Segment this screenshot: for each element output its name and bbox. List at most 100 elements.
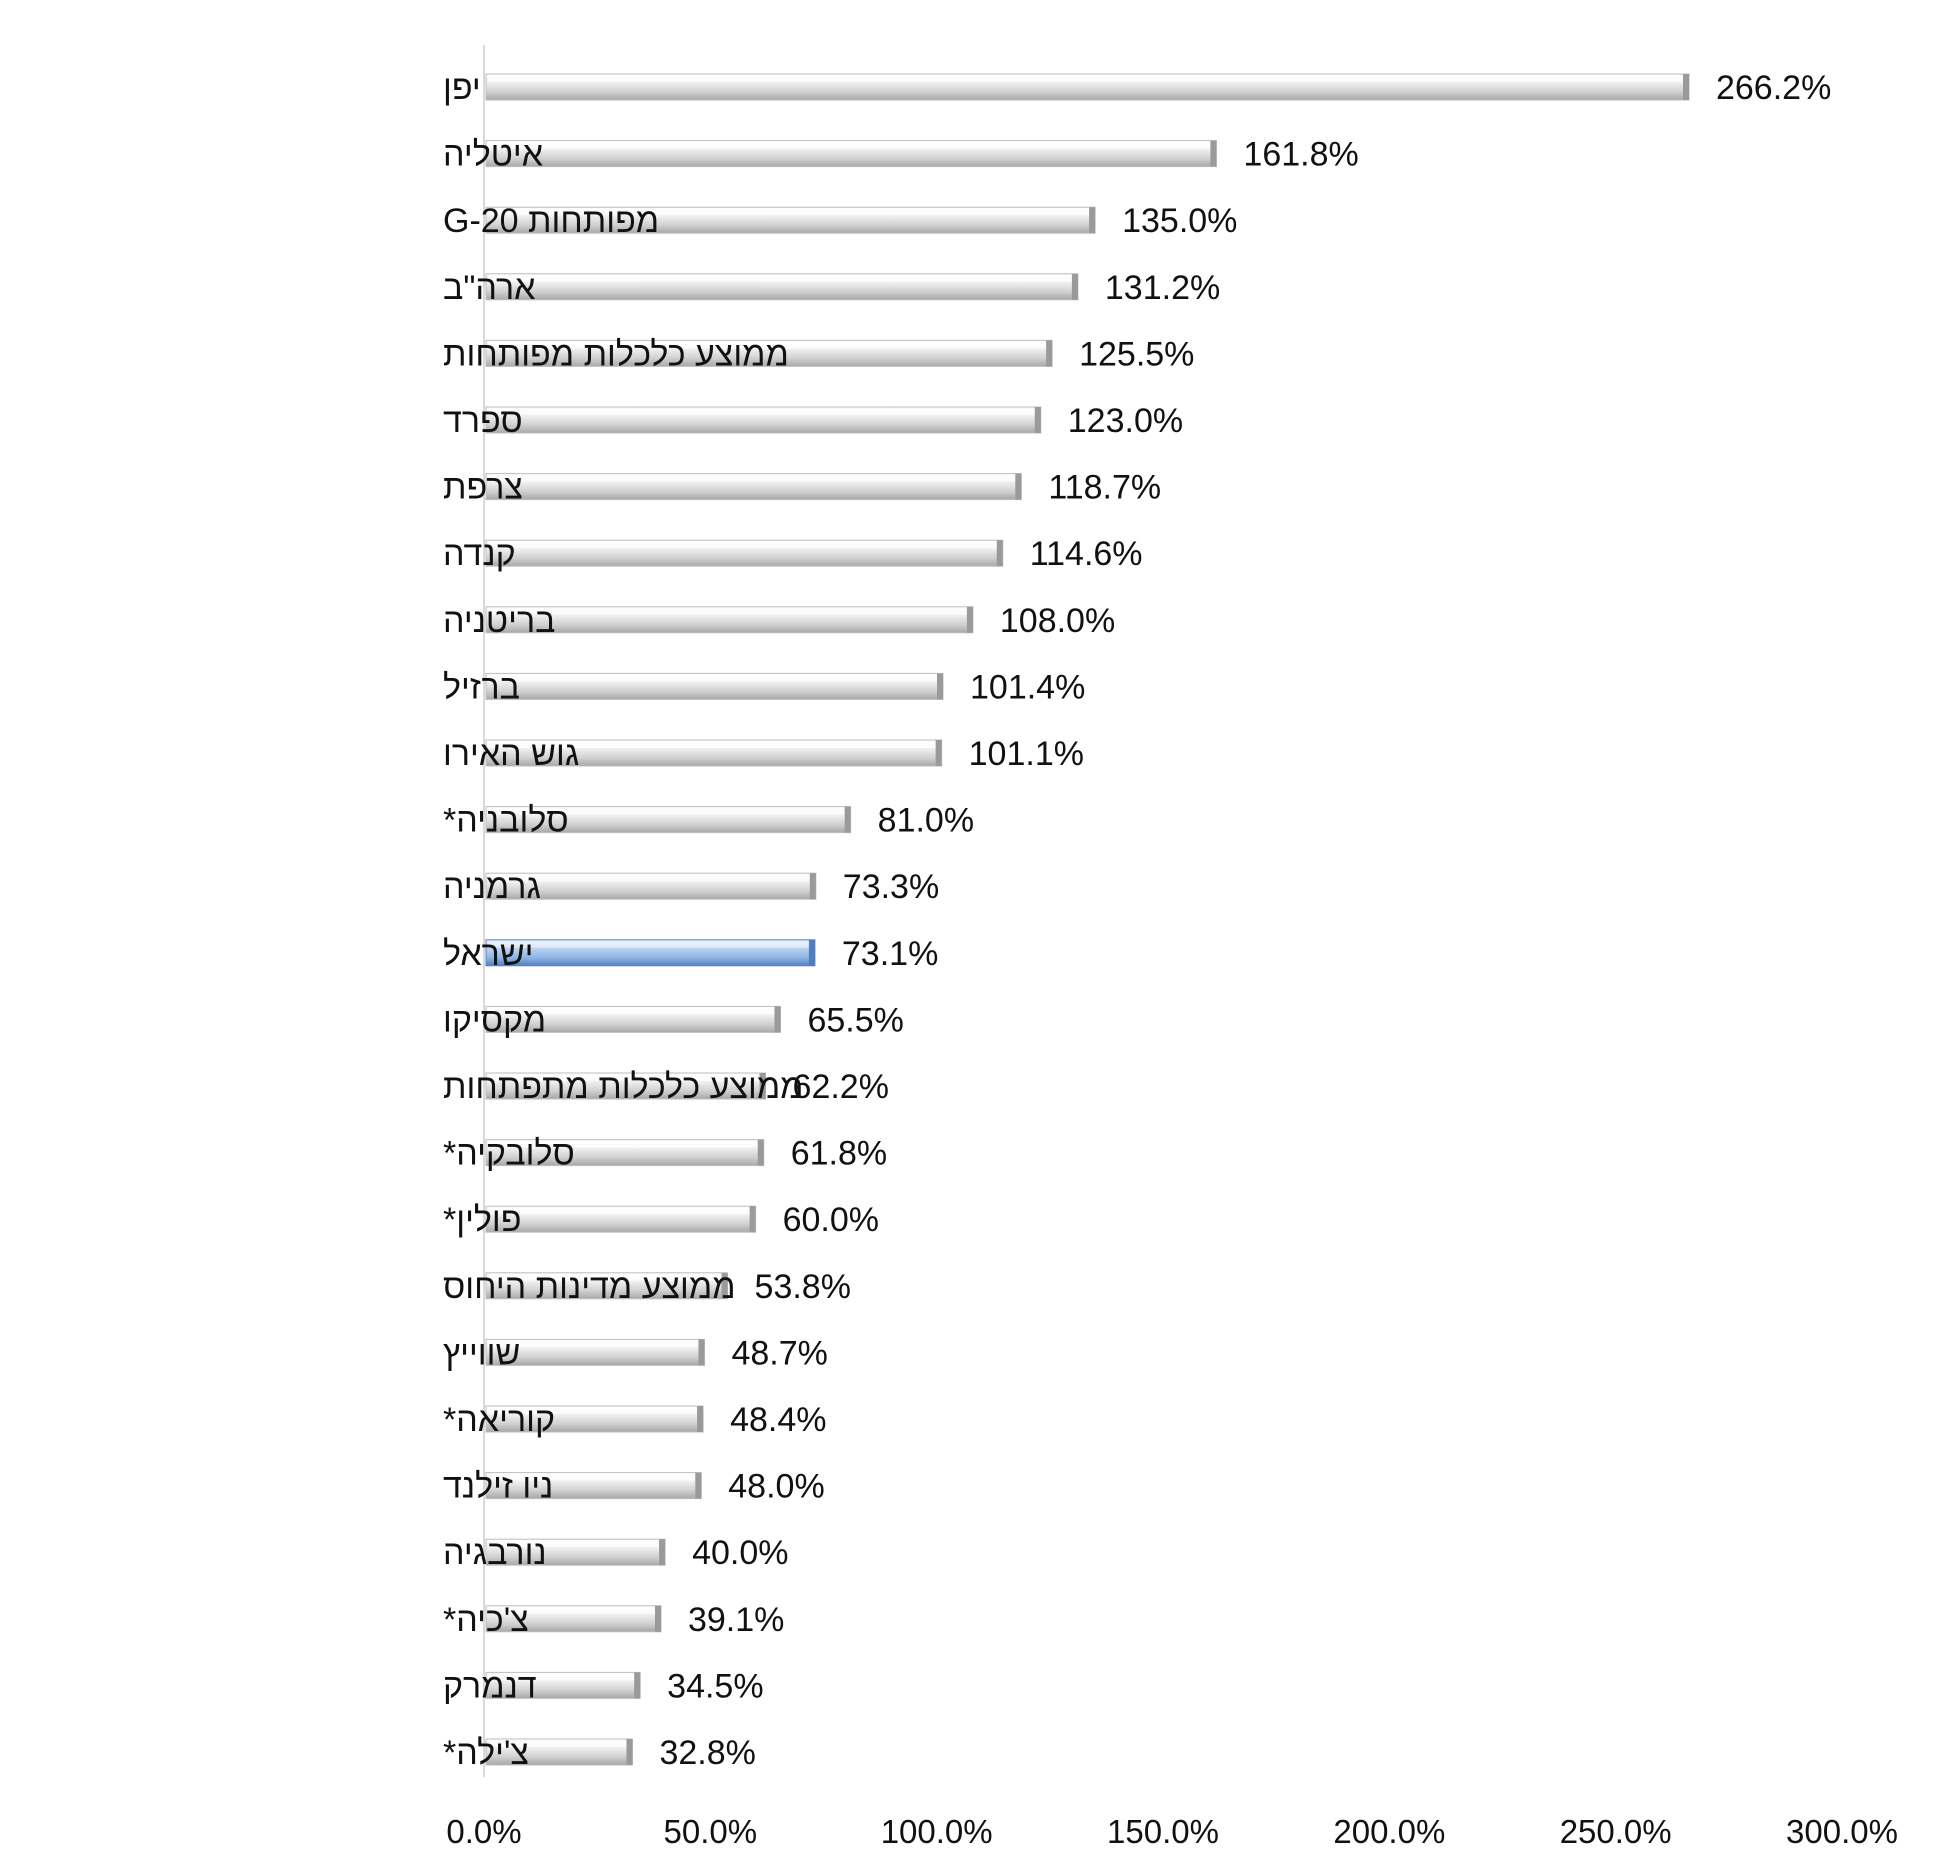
bar-row bbox=[485, 140, 1217, 168]
bar-bevel bbox=[488, 1541, 662, 1548]
category-label: ממוצע כלכלות מפותחות bbox=[443, 335, 789, 373]
bar-row bbox=[485, 1272, 729, 1300]
labels-group: יפן 266.2% איטליה 161.8% מפותחות G-20 135.0% א… bbox=[443, 69, 1831, 1772]
bar-end-cap bbox=[1034, 407, 1041, 433]
bar-end-cap bbox=[937, 673, 944, 700]
value-label: 48.0% bbox=[728, 1468, 824, 1506]
bar-bevel bbox=[488, 675, 940, 682]
value-label: 125.5% bbox=[1079, 335, 1194, 373]
bar-row bbox=[485, 739, 943, 767]
bar-row bbox=[485, 1671, 641, 1699]
value-label: 101.1% bbox=[969, 735, 1084, 773]
value-label: 131.2% bbox=[1105, 269, 1220, 307]
category-label: איטליה bbox=[443, 136, 543, 174]
category-label: נורבגיה bbox=[443, 1534, 547, 1572]
bar-bevel bbox=[488, 1674, 637, 1681]
bar-row bbox=[485, 1605, 662, 1633]
bar-bevel bbox=[488, 1341, 701, 1348]
category-label: קוריאה* bbox=[443, 1401, 555, 1439]
bar-bevel bbox=[488, 1274, 724, 1281]
bar-bevel bbox=[488, 808, 847, 815]
value-label: 48.7% bbox=[731, 1334, 827, 1372]
value-label: 32.8% bbox=[659, 1734, 755, 1772]
bar-bevel bbox=[488, 76, 1685, 82]
bar-bevel bbox=[488, 1474, 698, 1481]
x-tick-label: 100.0% bbox=[881, 1813, 993, 1850]
value-label: 73.1% bbox=[842, 935, 938, 973]
category-label: יפן bbox=[443, 69, 481, 107]
bar-end-cap bbox=[1046, 340, 1053, 367]
bar-row bbox=[485, 1472, 702, 1500]
bar-row bbox=[485, 1139, 765, 1167]
bar-end-cap bbox=[1682, 74, 1689, 100]
bar-end-cap bbox=[774, 1006, 781, 1033]
category-label: שווייץ bbox=[443, 1334, 520, 1372]
bar-row bbox=[485, 1738, 633, 1766]
value-label: 48.4% bbox=[730, 1401, 826, 1439]
category-label: סלובניה* bbox=[443, 802, 569, 840]
bar-end-cap bbox=[698, 1339, 705, 1366]
bar-bevel bbox=[488, 742, 938, 748]
bar-bevel bbox=[488, 409, 1037, 415]
value-label: 135.0% bbox=[1122, 202, 1237, 240]
value-label: 34.5% bbox=[667, 1667, 763, 1705]
value-label: 40.0% bbox=[692, 1534, 788, 1572]
category-label: ארה"ב bbox=[443, 269, 535, 307]
bar-row bbox=[485, 1405, 704, 1433]
bar-bevel bbox=[488, 941, 811, 948]
bar-bevel bbox=[488, 1208, 752, 1215]
value-label: 101.4% bbox=[970, 668, 1085, 706]
bar-bevel bbox=[488, 1408, 700, 1414]
bar-end-cap bbox=[749, 1206, 756, 1233]
value-label: 65.5% bbox=[807, 1001, 903, 1039]
value-label: 161.8% bbox=[1243, 136, 1358, 174]
category-label: ספרד bbox=[443, 402, 523, 440]
category-label: צרפת bbox=[443, 469, 523, 507]
bar-row bbox=[485, 339, 1053, 367]
value-label: 60.0% bbox=[783, 1201, 879, 1239]
category-label: ישראל bbox=[443, 935, 534, 973]
bar-end-cap bbox=[809, 873, 816, 900]
category-label: דנמרק bbox=[443, 1667, 537, 1705]
value-label: 62.2% bbox=[793, 1068, 889, 1106]
bar-row bbox=[485, 1538, 666, 1566]
bar-row bbox=[485, 872, 817, 900]
bar-end-cap bbox=[1071, 273, 1078, 300]
bar-end-cap bbox=[1015, 473, 1022, 500]
bar-row bbox=[485, 406, 1042, 434]
bar-row bbox=[485, 539, 1004, 567]
bar-row bbox=[485, 206, 1096, 234]
bar-row bbox=[485, 1072, 767, 1100]
value-label: 108.0% bbox=[1000, 602, 1115, 640]
bar-row bbox=[485, 1205, 757, 1233]
value-label: 73.3% bbox=[843, 868, 939, 906]
bar-row bbox=[485, 672, 944, 700]
bar-row bbox=[485, 1005, 781, 1033]
x-tick-label: 300.0% bbox=[1786, 1813, 1898, 1850]
value-label: 81.0% bbox=[878, 802, 974, 840]
bar-end-cap bbox=[654, 1605, 661, 1632]
category-label: סלובקיה* bbox=[443, 1135, 575, 1173]
category-label: צ'כיה* bbox=[443, 1601, 529, 1639]
bar-highlight bbox=[485, 939, 816, 967]
category-label: גרמניה bbox=[443, 868, 541, 906]
bar-bevel bbox=[488, 1141, 760, 1148]
category-label: ניו זילנד bbox=[443, 1468, 553, 1506]
axis-group: 0.0% 50.0% 100.0% 150.0% 200.0% 250.0% 300.0% bbox=[446, 45, 1898, 1850]
bar-bevel bbox=[488, 342, 1049, 349]
bar-row bbox=[485, 1338, 705, 1366]
bar-end-cap bbox=[695, 1472, 702, 1499]
bar-end-cap bbox=[935, 740, 942, 766]
value-label: 39.1% bbox=[688, 1601, 784, 1639]
bar-end-cap bbox=[1210, 140, 1217, 167]
bar-row bbox=[485, 473, 1022, 501]
bar-bevel bbox=[488, 1607, 657, 1614]
x-tick-label: 0.0% bbox=[446, 1813, 521, 1850]
bar-bevel bbox=[488, 875, 812, 882]
category-label: ממוצע מדינות היחוס bbox=[443, 1268, 736, 1306]
x-tick-label: 250.0% bbox=[1560, 1813, 1672, 1850]
x-tick-label: 50.0% bbox=[664, 1813, 758, 1850]
category-label: ברזיל bbox=[443, 668, 520, 706]
bar-bevel bbox=[488, 1008, 777, 1015]
category-label: מקסיקו bbox=[443, 1001, 546, 1039]
